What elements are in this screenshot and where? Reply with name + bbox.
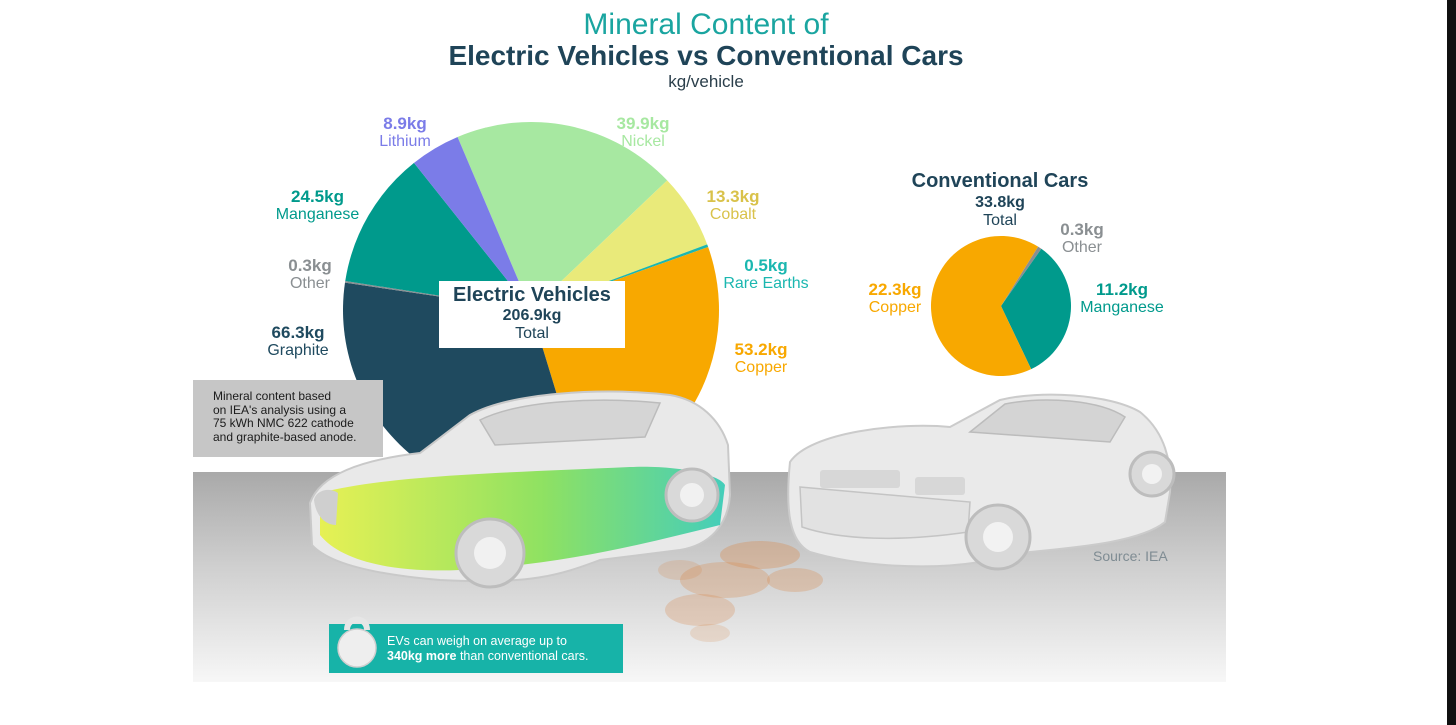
note-line-1: Mineral content based — [213, 389, 332, 403]
ev-center-label: Electric Vehicles 206.9kg Total — [439, 281, 625, 348]
manganese-cc-value: 11.2kg — [1096, 280, 1148, 299]
pie-slice-nickel — [457, 122, 668, 310]
ev-title: Electric Vehicles — [453, 284, 611, 306]
pie-slice-cobalt — [531, 180, 708, 310]
exhaust-smoke — [658, 541, 823, 642]
note-line-2: on IEA's analysis using a — [213, 402, 347, 417]
tip-bold: 340kg more — [387, 649, 457, 663]
pie-slice-lithium — [414, 136, 531, 310]
title-main: Electric Vehicles vs Conventional Cars — [448, 40, 964, 71]
conventional-total-label: Total — [983, 212, 1017, 229]
source-credit: Source: IEA — [1093, 548, 1168, 564]
title-unit: kg/vehicle — [668, 72, 744, 91]
other-ev-value: 0.3kg — [288, 256, 332, 275]
conventional-title: Conventional Cars — [911, 170, 1089, 192]
copper-ev-name: Copper — [734, 359, 788, 376]
pie-slice-other — [1001, 246, 1042, 306]
graphite-name: Graphite — [267, 342, 329, 359]
label-manganese-ev: 24.5kg Manganese — [260, 188, 375, 224]
graphite-value: 66.3kg — [271, 323, 325, 342]
tip-text: EVs can weigh on average up to 340kg mor… — [387, 634, 589, 664]
note-line-4: and graphite-based anode. — [213, 429, 357, 444]
label-cobalt: 13.3kg Cobalt — [683, 188, 783, 224]
copper-ev-value: 53.2kg — [734, 340, 788, 359]
ev-total-label: Total — [515, 325, 549, 342]
nickel-name: Nickel — [621, 133, 665, 150]
nickel-value: 39.9kg — [616, 114, 670, 133]
other-ev-name: Other — [289, 275, 330, 292]
other-cc-value: 0.3kg — [1060, 220, 1104, 239]
note-line-3: 75 kWh NMC 622 cathode — [213, 416, 354, 430]
label-manganese-cc: 11.2kg Manganese — [1072, 281, 1172, 317]
label-copper-ev: 53.2kg Copper — [711, 341, 811, 377]
lithium-value: 8.9kg — [383, 114, 427, 133]
copper-cc-name: Copper — [868, 299, 922, 316]
pie-slice-copper — [930, 236, 1039, 377]
image-edge-strip — [1447, 0, 1456, 725]
conventional-header: Conventional Cars 33.8kg Total — [880, 170, 1120, 230]
pie-slice-manganese — [345, 162, 531, 310]
rare-earths-name: Rare Earths — [723, 275, 809, 292]
label-copper-cc: 22.3kg Copper — [855, 281, 935, 317]
label-graphite: 66.3kg Graphite — [248, 324, 348, 360]
ev-total-value: 206.9kg — [502, 307, 562, 324]
conventional-car-illustration — [787, 393, 1176, 571]
label-nickel: 39.9kg Nickel — [593, 115, 693, 151]
weight-tip-banner: EVs can weigh on average up to 340kg mor… — [329, 616, 623, 673]
title-line-1: Mineral Content of — [583, 8, 829, 41]
label-other-cc: 0.3kg Other — [1047, 221, 1117, 257]
tip-line-1: EVs can weigh on average up to — [387, 634, 567, 648]
manganese-cc-name: Manganese — [1080, 299, 1164, 316]
cobalt-value: 13.3kg — [706, 187, 760, 206]
tip-rest: than conventional cars. — [456, 649, 589, 663]
other-cc-name: Other — [1061, 239, 1102, 256]
label-rare-earths: 0.5kg Rare Earths — [716, 257, 816, 293]
rare-earths-value: 0.5kg — [744, 256, 788, 275]
copper-cc-value: 22.3kg — [868, 280, 922, 299]
cobalt-name: Cobalt — [709, 206, 757, 223]
kettlebell-icon — [337, 616, 377, 668]
label-other-ev: 0.3kg Other — [260, 257, 360, 293]
conventional-total-value: 33.8kg — [975, 194, 1025, 211]
electric-car-illustration — [308, 390, 732, 589]
conventional-pie — [930, 236, 1071, 377]
lithium-name: Lithium — [379, 133, 431, 150]
pie-slice-manganese — [1001, 248, 1071, 370]
manganese-ev-value: 24.5kg — [291, 187, 344, 206]
manganese-ev-name: Manganese — [275, 206, 360, 223]
methodology-note: Mineral content based on IEA's analysis … — [193, 380, 383, 457]
label-lithium: 8.9kg Lithium — [355, 115, 455, 151]
